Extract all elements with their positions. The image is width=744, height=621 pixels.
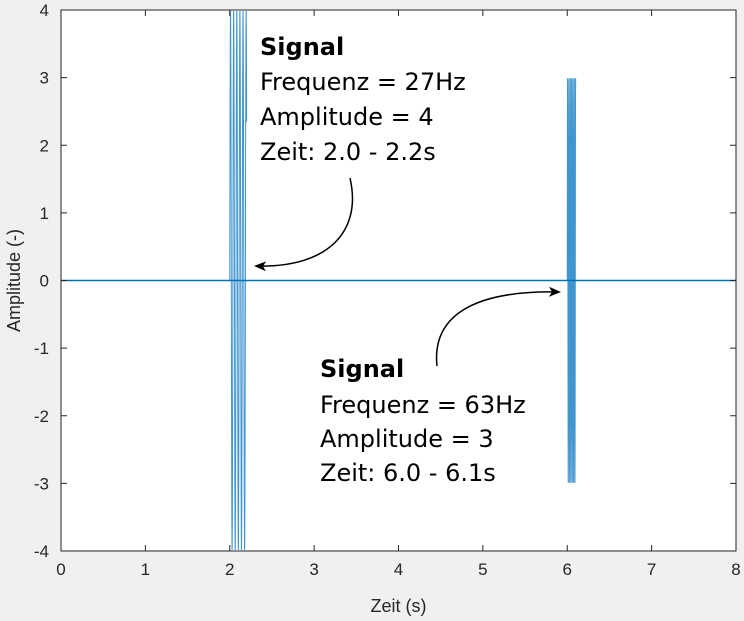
y-tick-label-2: 2 [40,136,49,155]
annotation-1: Signal Frequenz = 27Hz Amplitude = 4 Zei… [254,33,466,272]
y-tick-label-7: -3 [34,474,49,493]
y-tick-label-6: -2 [34,407,49,426]
x-tick-label-7: 7 [647,560,656,579]
annotation-1-arrow [254,177,354,272]
x-tick-label-4: 4 [394,560,403,579]
annotation-2: Signal Frequenz = 63Hz Amplitude = 3 Zei… [320,286,561,487]
y-tick-label-0: 4 [40,1,49,20]
x-tick-label-5: 5 [478,560,487,579]
annotation-1-frequency: Frequenz = 27Hz [260,68,466,96]
signal-burst-1 [229,10,248,551]
annotation-2-title: Signal [320,355,404,383]
annotation-2-amplitude: Amplitude = 3 [320,425,494,453]
data-layer [61,10,736,551]
annotation-2-time: Zeit: 6.0 - 6.1s [320,459,496,487]
axis-layer: 0 1 2 3 4 5 6 7 8 4 3 2 1 0 -1 -2 -3 -4 [34,1,741,579]
x-tick-label-0: 0 [56,560,65,579]
x-tick-label-8: 8 [731,560,740,579]
annotation-2-frequency: Frequenz = 63Hz [320,391,526,419]
annotation-1-amplitude: Amplitude = 4 [260,103,434,131]
y-axis-label: Amplitude (-) [4,229,24,332]
x-axis-label: Zeit (s) [371,596,427,616]
x-tick-label-2: 2 [225,560,234,579]
x-tick-label-3: 3 [309,560,318,579]
annotation-2-arrow [435,286,561,367]
y-tick-label-1: 3 [40,69,49,88]
y-tick-label-4: 0 [40,272,49,291]
y-tick-label-3: 1 [40,204,49,223]
x-tick-label-6: 6 [563,560,572,579]
signal-burst-2-wave [566,78,577,483]
annotation-1-title: Signal [260,33,344,61]
x-tick-label-1: 1 [141,560,150,579]
signal-burst-1-wave [229,10,248,551]
annotation-1-time: Zeit: 2.0 - 2.2s [260,138,436,166]
y-tick-label-5: -1 [34,339,49,358]
y-tick-label-8: -4 [34,542,49,561]
signal-burst-2 [566,78,577,483]
